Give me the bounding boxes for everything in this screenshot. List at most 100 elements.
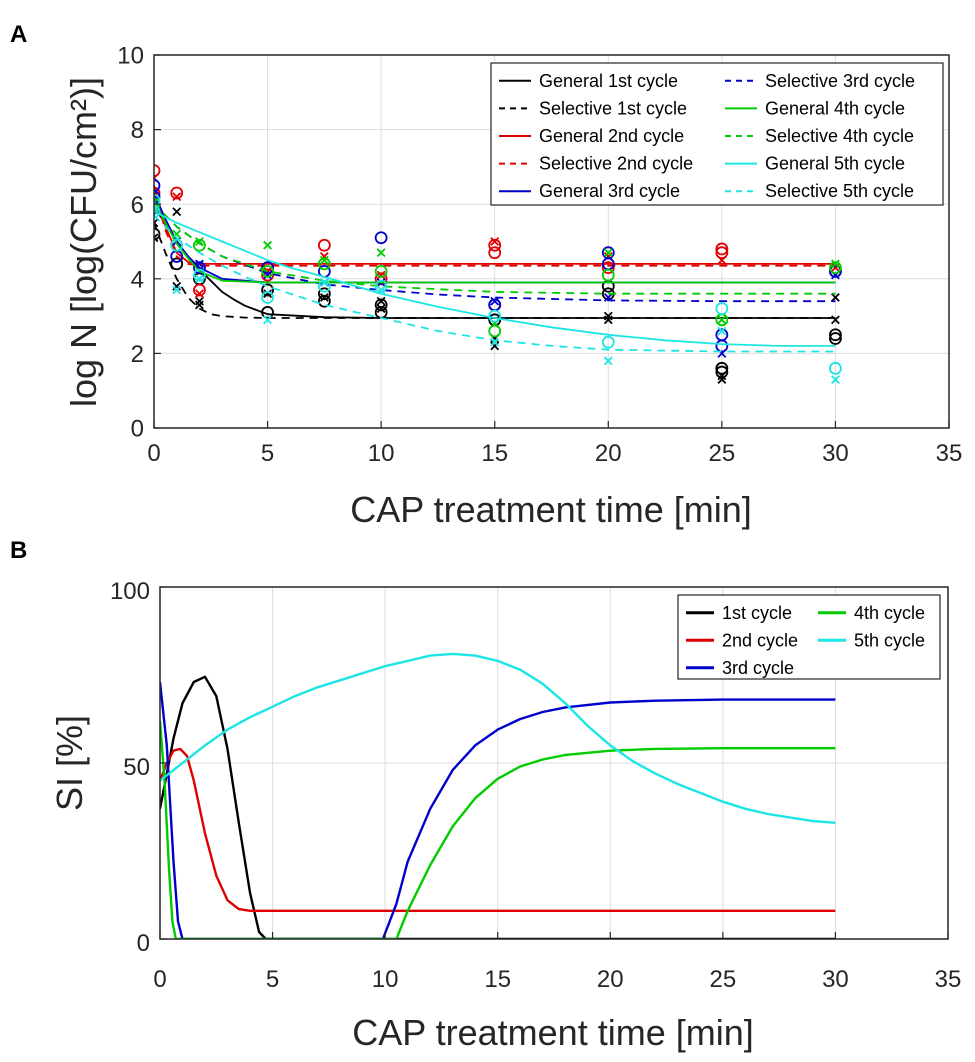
pa-point-general-5th-cycle <box>154 194 161 207</box>
pa-point-selective-5th-cycle <box>263 315 273 325</box>
pa-point-general-3rd-cycle <box>154 179 161 192</box>
pa-point-general-4th-cycle <box>601 268 615 282</box>
pa-point-selective-4th-cycle <box>263 240 273 250</box>
panel-b-legend: 1st cycle 2nd cycle 3rd cycle 4th cycle 5th … <box>677 594 941 680</box>
pa-point-general-4th-cycle <box>261 264 274 278</box>
pa-point-general-3rd-cycle <box>154 190 161 204</box>
pa-point-selective-1st-cycle <box>172 281 182 291</box>
pa-point-general-4th-cycle <box>829 261 842 275</box>
pa-point-general-5th-cycle <box>317 279 331 293</box>
pa-point-selective-4th-cycle <box>194 237 204 246</box>
pb-series-group <box>160 652 836 939</box>
pb-line-5th-cycle <box>160 652 836 824</box>
pa-point-selective-1st-cycle <box>154 233 159 243</box>
pa-point-selective-5th-cycle <box>603 356 613 366</box>
pb-legend-label: 1st cycle <box>722 603 792 623</box>
panel-b-x-label: CAP treatment time [min] <box>352 1012 753 1053</box>
pa-point-selective-2nd-cycle <box>263 266 273 276</box>
pa-point-general-2nd-cycle <box>488 246 502 260</box>
pa-point-selective-3rd-cycle <box>490 296 500 306</box>
pa-point-general-1st-cycle <box>829 328 842 342</box>
pb-legend-label: 3rd cycle <box>722 658 794 678</box>
pa-legend-label: Selective 1st cycle <box>539 98 687 118</box>
pa-point-selective-3rd-cycle <box>603 293 613 302</box>
pa-point-selective-1st-cycle <box>603 315 613 325</box>
pa-x-tick-label: 25 <box>709 440 736 467</box>
pa-x-tick-label: 20 <box>595 440 622 467</box>
pb-y-tick-label: 0 <box>137 930 150 957</box>
pa-point-selective-1st-cycle <box>830 315 840 325</box>
pa-point-selective-4th-cycle <box>830 259 840 269</box>
pa-x-tick-label: 30 <box>822 440 849 467</box>
pa-y-tick-label: 8 <box>131 117 144 144</box>
pa-x-tick-label: 0 <box>147 440 160 467</box>
pa-point-general-5th-cycle <box>193 268 206 282</box>
pb-legend-label: 4th cycle <box>854 603 925 623</box>
pa-point-general-1st-cycle <box>715 361 729 375</box>
pa-legend-label: General 5th cycle <box>765 154 905 174</box>
pa-point-selective-5th-cycle <box>319 278 329 287</box>
pb-line-2nd-cycle <box>160 747 836 912</box>
pa-point-general-3rd-cycle <box>829 264 842 278</box>
pa-point-selective-1st-cycle <box>376 296 386 306</box>
pa-point-general-2nd-cycle <box>601 261 615 275</box>
pb-x-tick-label: 5 <box>266 966 279 993</box>
pa-y-tick-label: 2 <box>131 341 144 368</box>
pa-point-selective-5th-cycle <box>376 285 386 295</box>
pa-series-group <box>154 164 842 384</box>
pa-y-tick-label: 4 <box>131 266 144 293</box>
pa-point-selective-5th-cycle <box>830 375 840 384</box>
pa-line-general-5th-cycle <box>154 210 836 347</box>
pa-point-general-5th-cycle <box>261 291 274 304</box>
pb-x-tick-label: 35 <box>935 966 962 993</box>
pa-legend-label: General 2nd cycle <box>539 126 684 146</box>
pa-point-selective-4th-cycle <box>717 315 727 325</box>
pa-legend-box <box>490 62 944 206</box>
pa-point-selective-4th-cycle <box>603 248 613 258</box>
pa-point-general-2nd-cycle <box>154 164 161 178</box>
pa-point-general-1st-cycle <box>154 227 161 241</box>
pb-x-tick-label: 15 <box>484 966 511 993</box>
pa-point-selective-2nd-cycle <box>172 192 182 202</box>
pa-point-selective-5th-cycle <box>194 274 204 284</box>
pa-point-selective-1st-cycle <box>263 289 273 299</box>
pa-legend-label: Selective 5th cycle <box>765 181 914 201</box>
pa-x-tick-label: 5 <box>261 440 274 467</box>
pb-legend-label: 2nd cycle <box>722 630 798 650</box>
pa-line-selective-4th-cycle <box>154 203 836 295</box>
pa-point-general-2nd-cycle <box>488 238 502 252</box>
pb-line-1st-cycle <box>160 675 836 939</box>
pa-point-general-1st-cycle <box>317 287 331 301</box>
pa-point-general-2nd-cycle <box>170 186 184 200</box>
pa-point-general-2nd-cycle <box>154 186 161 200</box>
panel-a-ticks: 0 5 10 15 20 25 30 35 0 2 4 6 8 10 <box>117 43 962 467</box>
pa-legend-label: General 3rd cycle <box>539 181 680 201</box>
pa-point-general-4th-cycle <box>193 238 206 252</box>
pa-x-tick-label: 10 <box>368 440 395 467</box>
pa-point-general-4th-cycle <box>317 257 331 271</box>
pa-point-selective-1st-cycle <box>830 293 840 302</box>
pb-legend-box <box>677 594 941 680</box>
pa-y-tick-label: 10 <box>117 43 144 70</box>
pa-point-general-5th-cycle <box>374 279 388 293</box>
pa-point-selective-2nd-cycle <box>830 263 840 273</box>
pa-legend-label: Selective 2nd cycle <box>539 154 693 174</box>
pa-point-selective-1st-cycle <box>717 371 727 381</box>
pa-point-general-4th-cycle <box>374 264 388 278</box>
pa-point-general-3rd-cycle <box>261 261 274 275</box>
pa-line-selective-2nd-cycle <box>154 189 836 267</box>
pa-point-general-1st-cycle <box>317 294 331 308</box>
pb-y-tick-label: 100 <box>110 578 150 605</box>
panel-b-ticks: 0 5 10 15 20 25 30 35 0 50 100 <box>110 578 961 993</box>
pa-point-selective-2nd-cycle <box>194 289 204 299</box>
pa-point-selective-1st-cycle <box>154 218 159 228</box>
pa-point-general-5th-cycle <box>154 205 161 219</box>
pa-y-tick-label: 0 <box>131 416 144 443</box>
pa-point-general-2nd-cycle <box>374 272 388 286</box>
pa-point-general-1st-cycle <box>261 305 274 319</box>
pa-legend-label: General 1st cycle <box>539 71 678 91</box>
pb-y-tick-label: 50 <box>123 754 150 781</box>
pa-point-general-5th-cycle <box>488 309 502 323</box>
panel-a-y-label: log N [log(CFU/cm²)] <box>63 77 104 407</box>
pa-point-general-3rd-cycle <box>193 261 206 275</box>
